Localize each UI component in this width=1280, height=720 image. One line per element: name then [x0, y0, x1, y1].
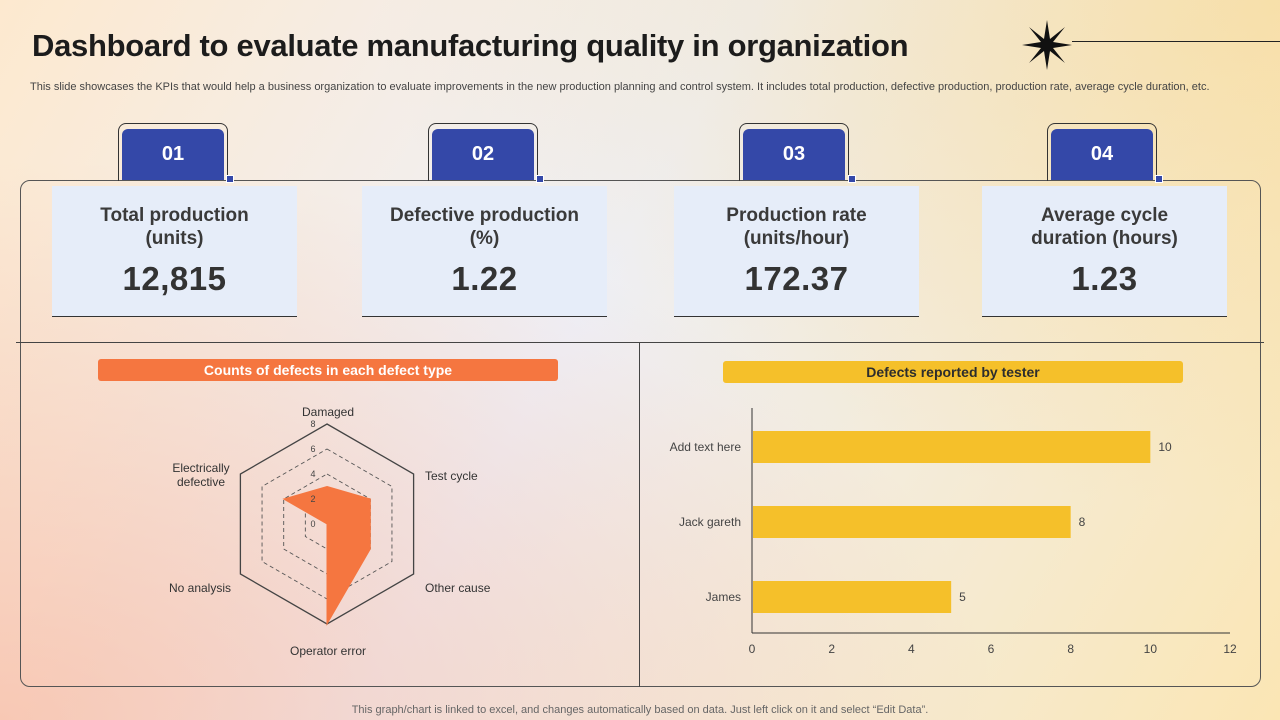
kpi-tab-outline: [118, 123, 228, 181]
bar-category-label: Add text here: [670, 440, 742, 454]
chart-divider: [639, 342, 640, 687]
radar-category-label: No analysis: [169, 581, 231, 595]
kpi-connector-dot: [536, 175, 544, 183]
bar-value-label: 5: [959, 590, 966, 604]
kpi-value: 172.37: [744, 260, 849, 297]
radar-tick-label: 2: [310, 494, 315, 504]
kpi-number-badge: 03: [743, 129, 845, 180]
bar-x-tick-label: 4: [908, 642, 915, 656]
bar-x-tick-label: 2: [828, 642, 835, 656]
radar-category-label: Test cycle: [425, 469, 478, 483]
kpi-tab-outline: [1047, 123, 1157, 181]
kpi-card-total-production: Total production (units) 12,815: [52, 186, 297, 317]
bar: [753, 506, 1071, 538]
bar-category-label: James: [706, 590, 741, 604]
bar: [753, 581, 952, 613]
kpi-tab-outline: [428, 123, 538, 181]
kpi-connector-dot: [848, 175, 856, 183]
bar-x-tick-label: 10: [1144, 642, 1158, 656]
kpi-card-average-cycle-duration: Average cycle duration (hours) 1.23: [982, 186, 1227, 317]
radar-chart-title: Counts of defects in each defect type: [98, 359, 558, 381]
radar-data-area: [282, 485, 371, 626]
page-subtitle: This slide showcases the KPIs that would…: [30, 81, 1210, 93]
kpi-label: Defective production (%): [390, 205, 579, 249]
radar-tick-label: 4: [310, 469, 315, 479]
kpi-connector-dot: [226, 175, 234, 183]
bar-value-label: 10: [1158, 440, 1172, 454]
footer-note: This graph/chart is linked to excel, and…: [351, 704, 929, 716]
kpi-label: Total production (units): [100, 205, 249, 249]
kpi-value: 1.22: [451, 260, 518, 297]
kpi-number-badge: 01: [122, 129, 224, 180]
kpi-number-badge: 02: [432, 129, 534, 180]
radar-category-label: Other cause: [425, 581, 491, 595]
page-title: Dashboard to evaluate manufacturing qual…: [32, 28, 909, 63]
radar-category-label: Operator error: [290, 644, 366, 658]
radar-tick-label: 0: [310, 519, 315, 529]
radar-tick-label: 6: [310, 444, 315, 454]
kpi-value: 12,815: [122, 260, 227, 297]
radar-category-label: Damaged: [302, 405, 354, 419]
bar-category-label: Jack gareth: [679, 515, 741, 529]
title-decor-line: [1072, 41, 1280, 42]
kpi-card-defective-production: Defective production (%) 1.22: [362, 186, 607, 317]
dashboard-panel: [20, 180, 1261, 687]
kpi-label: Average cycle duration (hours): [1031, 205, 1178, 249]
kpi-tab-outline: [739, 123, 849, 181]
kpi-connector-dot: [1155, 175, 1163, 183]
section-divider: [16, 342, 1264, 343]
bar-x-tick-label: 8: [1067, 642, 1074, 656]
bar-chart-title: Defects reported by tester: [723, 361, 1183, 383]
bar-x-tick-label: 12: [1223, 642, 1237, 656]
bar-value-label: 8: [1079, 515, 1086, 529]
star-icon: [1022, 20, 1072, 70]
kpi-label: Production rate (units/hour): [726, 205, 867, 249]
kpi-value: 1.23: [1071, 260, 1138, 297]
kpi-card-production-rate: Production rate (units/hour) 172.37: [674, 186, 919, 317]
bar-x-tick-label: 6: [988, 642, 995, 656]
bar: [753, 431, 1151, 463]
radar-tick-label: 8: [310, 419, 315, 429]
radar-category-label: Electrically defective: [172, 461, 229, 489]
bar-x-tick-label: 0: [749, 642, 756, 656]
kpi-number-badge: 04: [1051, 129, 1153, 180]
